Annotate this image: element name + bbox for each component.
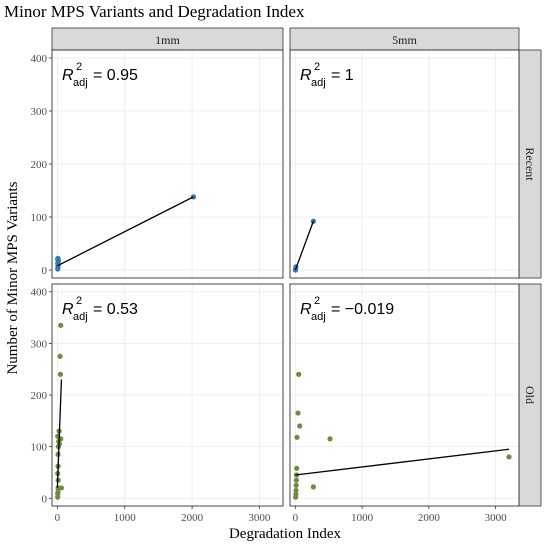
data-point bbox=[295, 410, 301, 416]
r2-subscript: adj bbox=[73, 311, 88, 323]
panel-1mm-recent: 0 100 200 300 400 R 2 adj = 0.95 bbox=[31, 49, 284, 279]
y-tick-label: 300 bbox=[31, 106, 48, 118]
x-axis-title: Degradation Index bbox=[229, 526, 342, 542]
panel-1mm-old: 0 100 200 300 400 0 1000 2000 3000 R 2 adj = 0.53 bbox=[31, 283, 284, 524]
r2-symbol: R bbox=[62, 67, 74, 84]
data-point bbox=[293, 482, 299, 488]
panel-border bbox=[289, 283, 520, 507]
data-point bbox=[327, 436, 333, 442]
x-tick-label: 0 bbox=[293, 512, 299, 524]
r2-value: = 0.95 bbox=[93, 67, 138, 84]
y-tick-label: 200 bbox=[31, 159, 48, 171]
r2-value: = 0.53 bbox=[93, 301, 138, 318]
y-tick-label: 0 bbox=[42, 265, 48, 277]
data-point bbox=[310, 484, 316, 490]
r2-symbol: R bbox=[300, 67, 312, 84]
data-point bbox=[296, 371, 302, 377]
chart-title: Minor MPS Variants and Degradation Index bbox=[4, 2, 305, 21]
data-point bbox=[55, 256, 61, 263]
data-point bbox=[506, 454, 512, 460]
row-strip-label: Old bbox=[523, 386, 537, 404]
r2-superscript: 2 bbox=[314, 61, 320, 73]
column-strip-label: 5mm bbox=[392, 33, 417, 47]
data-point bbox=[310, 218, 316, 224]
data-point bbox=[297, 423, 303, 429]
panel-border bbox=[51, 49, 284, 279]
x-tick-label: 2000 bbox=[181, 512, 204, 524]
r2-symbol: R bbox=[300, 301, 312, 318]
fit-line bbox=[295, 448, 510, 476]
data-point bbox=[58, 485, 65, 491]
x-tick-label: 3000 bbox=[485, 512, 508, 524]
row-strip-label: Recent bbox=[523, 147, 537, 181]
y-tick-label: 0 bbox=[42, 493, 48, 505]
fit-line bbox=[56, 379, 63, 488]
panel-5mm-old: 0 1000 2000 3000 R 2 adj = −0.019 bbox=[289, 283, 520, 524]
x-tick-label: 3000 bbox=[248, 512, 271, 524]
x-tick-label: 1000 bbox=[114, 512, 137, 524]
x-tick-label: 0 bbox=[55, 512, 61, 524]
y-tick-label: 100 bbox=[31, 442, 48, 454]
y-tick-label: 400 bbox=[31, 287, 48, 299]
panel-border bbox=[51, 283, 284, 507]
fit-line bbox=[57, 196, 194, 267]
panel-5mm-recent: R 2 adj = 1 bbox=[289, 49, 520, 279]
r2-symbol: R bbox=[62, 301, 74, 318]
data-point bbox=[293, 487, 299, 494]
y-tick-label: 200 bbox=[31, 390, 48, 402]
y-tick-label: 100 bbox=[31, 212, 48, 224]
data-point bbox=[293, 477, 299, 483]
y-axis-title: Number of Minor MPS Variants bbox=[5, 181, 21, 374]
y-tick-label: 300 bbox=[31, 338, 48, 350]
x-tick-label: 1000 bbox=[351, 512, 374, 524]
x-tick-label: 2000 bbox=[418, 512, 441, 524]
data-point bbox=[294, 434, 300, 440]
data-point bbox=[55, 489, 61, 495]
data-point bbox=[57, 353, 63, 359]
fit-line bbox=[294, 221, 314, 271]
r2-superscript: 2 bbox=[76, 295, 82, 307]
r2-value: = 1 bbox=[331, 67, 354, 84]
y-tick-label: 400 bbox=[31, 53, 48, 65]
r2-superscript: 2 bbox=[76, 61, 82, 73]
r2-subscript: adj bbox=[73, 77, 88, 89]
r2-subscript: adj bbox=[311, 311, 326, 323]
data-point bbox=[294, 465, 300, 471]
data-point bbox=[58, 322, 64, 328]
panel-border bbox=[289, 49, 520, 279]
data-point bbox=[57, 371, 64, 377]
r2-value: = −0.019 bbox=[331, 301, 394, 318]
r2-subscript: adj bbox=[311, 77, 326, 89]
column-strip-label: 1mm bbox=[155, 33, 180, 47]
r2-superscript: 2 bbox=[314, 295, 320, 307]
